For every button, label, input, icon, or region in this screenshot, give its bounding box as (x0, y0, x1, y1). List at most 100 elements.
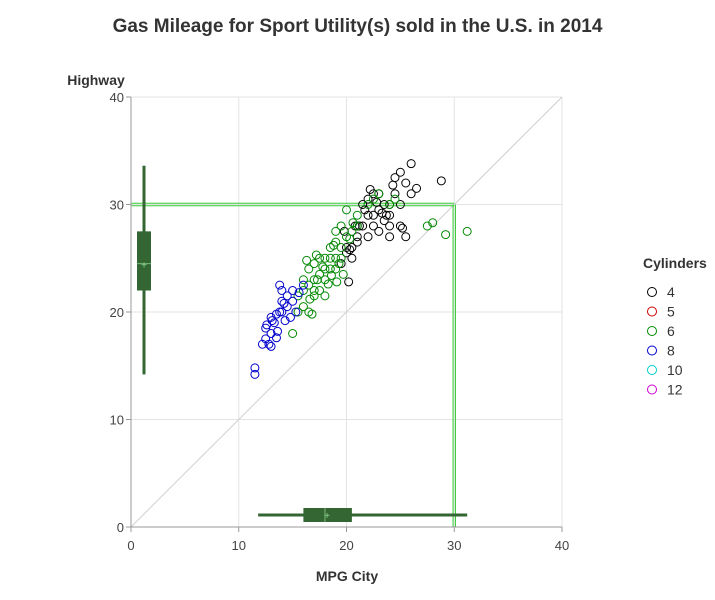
data-point-8-cyl (291, 307, 301, 317)
data-point-6-cyl (334, 259, 344, 269)
data-point-4-cyl (412, 183, 422, 193)
axes: 0 10 20 30 40 0 10 20 30 40 (110, 90, 570, 553)
legend-label-5: 5 (667, 304, 675, 320)
legend-marker-6 (647, 326, 657, 336)
x-boxplot-mean: + (324, 511, 330, 522)
data-point-6-cyl (428, 218, 438, 228)
data-point-8-cyl (264, 339, 274, 349)
y-boxplot-mean: + (141, 261, 147, 272)
data-point-4-cyl (368, 210, 378, 220)
chart-title: Gas Mileage for Sport Utility(s) sold in… (112, 16, 603, 37)
y-boxplot-box (137, 231, 151, 291)
data-point-4-cyl (395, 221, 405, 231)
x-tick-label: 20 (339, 538, 353, 553)
legend[interactable]: Cylinders 4 5 6 8 10 12 (643, 255, 707, 398)
data-point-6-cyl (325, 253, 335, 263)
data-point-6-cyl (315, 286, 325, 295)
legend-marker-10 (647, 365, 657, 375)
data-point-8-cyl (288, 296, 298, 306)
data-point-6-cyl (336, 253, 346, 263)
data-point-6-cyl (462, 226, 472, 236)
data-point-6-cyl (331, 264, 341, 274)
data-point-6-cyl (304, 280, 314, 290)
x-tick-label: 0 (127, 538, 134, 553)
data-point-8-cyl (261, 334, 271, 344)
y-tick-label: 20 (110, 305, 124, 320)
data-point-6-cyl (298, 302, 308, 312)
data-point-6-cyl (345, 234, 355, 244)
data-point-4-cyl (342, 248, 351, 258)
data-point-6-cyl (315, 253, 325, 263)
x-tick-label: 40 (555, 538, 569, 553)
data-point-8-cyl (250, 363, 260, 373)
data-point-8-cyl (262, 320, 272, 330)
data-point-4-cyl (347, 253, 357, 263)
data-point-4-cyl (363, 232, 373, 242)
data-point-8-cyl (266, 329, 276, 338)
data-point-6-cyl (390, 194, 400, 204)
data-point-4-cyl (344, 277, 354, 287)
data-point-8-cyl (280, 316, 290, 326)
legend-label-6: 6 (667, 323, 675, 339)
data-point-8-cyl (277, 307, 287, 317)
data-point-4-cyl (401, 232, 411, 242)
data-point-6-cyl (320, 264, 330, 274)
data-point-8-cyl (288, 286, 298, 295)
data-point-6-cyl (309, 259, 319, 269)
data-point-6-cyl (315, 269, 325, 279)
data-point-4-cyl (372, 197, 382, 207)
data-point-6-cyl (307, 309, 317, 319)
legend-marker-8 (647, 345, 657, 356)
data-point-6-cyl (302, 255, 312, 265)
data-point-6-cyl (441, 230, 451, 240)
data-point-4-cyl (436, 176, 446, 186)
data-point-6-cyl (363, 200, 373, 209)
data-point-6-cyl (311, 250, 321, 260)
data-point-4-cyl (352, 237, 362, 247)
data-point-8-cyl (298, 280, 308, 290)
marginal-boxplots: ++ (137, 165, 468, 522)
data-point-6-cyl (323, 279, 333, 289)
data-point-6-cyl (309, 275, 319, 285)
data-point-6-cyl (374, 189, 384, 199)
y-tick-label: 0 (117, 520, 124, 535)
data-point-4-cyl (385, 221, 395, 231)
x-axis-title: MPG City (316, 568, 378, 584)
data-point-6-cyl (288, 329, 298, 338)
data-point-8-cyl (294, 288, 304, 298)
data-point-6-cyl (342, 205, 351, 215)
legend-marker-4 (647, 287, 657, 297)
legend-marker-12 (647, 384, 657, 395)
data-point-8-cyl (273, 326, 283, 336)
data-point-4-cyl (406, 189, 416, 199)
data-point-8-cyl (282, 291, 292, 301)
data-point-6-cyl (352, 210, 362, 220)
data-point-4-cyl (363, 194, 373, 204)
data-point-6-cyl (422, 221, 432, 231)
data-point-8-cyl (257, 339, 267, 349)
data-point-6-cyl (326, 270, 336, 280)
y-tick-label: 30 (110, 198, 124, 213)
data-point-8-cyl (279, 298, 289, 308)
data-point-4-cyl (374, 226, 384, 236)
data-point-6-cyl (336, 243, 346, 252)
data-point-4-cyl (395, 200, 405, 209)
data-point-4-cyl (377, 208, 387, 218)
x-tick-label: 10 (232, 538, 246, 553)
data-point-6-cyl (338, 269, 348, 279)
data-point-4-cyl (388, 180, 398, 190)
data-point-8-cyl (277, 296, 287, 306)
data-point-6-cyl (368, 194, 378, 204)
data-point-6-cyl (385, 200, 395, 209)
data-point-4-cyl (360, 205, 370, 215)
data-point-6-cyl (318, 262, 328, 272)
data-point-6-cyl (331, 226, 341, 236)
data-point-4-cyl (347, 243, 357, 252)
legend-label-10: 10 (667, 362, 683, 378)
data-point-4-cyl (395, 167, 405, 177)
y-axis-title: Highway (67, 72, 125, 88)
data-point-6-cyl (320, 291, 330, 301)
diagonal-reference-line (130, 96, 563, 528)
data-point-4-cyl (358, 200, 368, 209)
